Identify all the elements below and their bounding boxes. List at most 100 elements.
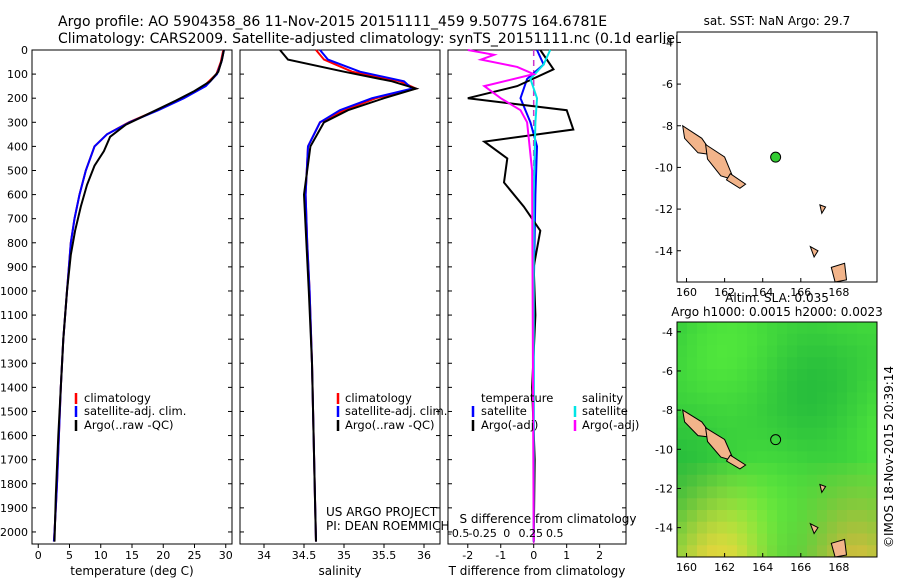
map-xtick-label-4-0: 160 [676, 561, 697, 574]
sla-cell [857, 322, 868, 335]
sla-cell [807, 427, 818, 440]
map-ytick-label-4-3: -10 [655, 443, 673, 456]
map-land [682, 124, 848, 558]
sla-cell [737, 533, 748, 546]
sla-cell [777, 369, 788, 382]
sla-cell [817, 498, 828, 511]
sla-cell [807, 392, 818, 405]
temperature-legend: climatology satellite-adj. clim. Argo(..… [74, 391, 186, 432]
sla-cell [767, 463, 778, 476]
sla-cell [717, 510, 728, 523]
sla-cell [707, 521, 718, 534]
sla-cell [757, 533, 768, 546]
sla-cell [757, 510, 768, 523]
sla-cell [857, 486, 868, 499]
map-ytick-label-3-5: -14 [655, 245, 673, 258]
sla-cell [697, 333, 708, 346]
sla-cell [687, 333, 698, 346]
sla-cell [687, 474, 698, 487]
difference-x-axis: -2 -1 0 1 2 -0.5 -0.25 0 0.25 0.5 [448, 527, 603, 562]
sla-cell [817, 392, 828, 405]
sla-cell [677, 333, 688, 346]
sla-cell [857, 521, 868, 534]
sla-cell [737, 510, 748, 523]
sla-cell [817, 451, 828, 464]
sla-cell [857, 474, 868, 487]
sla-cell [677, 380, 688, 393]
sla-cell [757, 474, 768, 487]
sla-cell [817, 463, 828, 476]
xtick-label-1-3: 35.5 [372, 549, 397, 562]
xtick-top-label-0: -0.5 [448, 527, 469, 540]
difference-panel-frame [447, 49, 627, 545]
sla-map-subtitle: Argo h1000: 0.0015 h2000: 0.0023 [671, 305, 883, 319]
sla-cell [687, 404, 698, 417]
sla-cell [677, 322, 688, 335]
sla-cell [847, 463, 858, 476]
sla-cell [857, 345, 868, 358]
sla-cell [707, 369, 718, 382]
sla-cell [777, 416, 788, 429]
sla-cell [727, 486, 738, 499]
sla-cell [837, 439, 848, 452]
sla-cell [717, 521, 728, 534]
sla-cell [777, 474, 788, 487]
xtick-label-2-2: 0 [530, 549, 537, 562]
sla-cell [817, 380, 828, 393]
depth-tick-label-5: 500 [7, 164, 28, 177]
sla-cell [677, 545, 688, 558]
sla-cell [757, 369, 768, 382]
sla-cell [867, 345, 878, 358]
sla-cell [707, 498, 718, 511]
sla-cell [767, 404, 778, 417]
sla-cell [847, 474, 858, 487]
sla-cell [757, 427, 768, 440]
sla-cell [697, 533, 708, 546]
sla-cell [867, 463, 878, 476]
sla-cell [797, 486, 808, 499]
sla-cell [827, 439, 838, 452]
sla-cell [757, 392, 768, 405]
sla-cell [707, 474, 718, 487]
sla-cell [737, 463, 748, 476]
sla-cell [827, 486, 838, 499]
sla-cell [737, 521, 748, 534]
sla-cell [797, 545, 808, 558]
xtick-label-1-1: 34.5 [292, 549, 317, 562]
sla-cell [777, 333, 788, 346]
sla-cell [727, 404, 738, 417]
sla-cell [867, 545, 878, 558]
sla-cell [717, 486, 728, 499]
sla-cell [767, 427, 778, 440]
sla-cell [717, 392, 728, 405]
salinity-panel-frame [239, 49, 441, 545]
sla-cell [747, 451, 758, 464]
sla-cell [847, 322, 858, 335]
sla-cell [757, 463, 768, 476]
sla-cell [837, 463, 848, 476]
sla-cell [857, 510, 868, 523]
sla-cell [687, 521, 698, 534]
sla-cell [747, 474, 758, 487]
map-xtick-label-3-0: 160 [676, 286, 697, 299]
sla-cell [837, 380, 848, 393]
sla-cell [827, 322, 838, 335]
difference-lines [467, 49, 575, 544]
sla-cell [687, 392, 698, 405]
sla-cell [697, 486, 708, 499]
sla-cell [727, 322, 738, 335]
sla-cell [767, 521, 778, 534]
sla-cell [717, 357, 728, 370]
sla-cell [757, 357, 768, 370]
sla-cell [747, 498, 758, 511]
sla-cell [747, 463, 758, 476]
sla-cell [847, 357, 858, 370]
sla-cell [677, 498, 688, 511]
sla-cell [727, 439, 738, 452]
sla-cell [867, 498, 878, 511]
sla-cell [697, 369, 708, 382]
sla-cell [757, 322, 768, 335]
sla-cell [767, 545, 778, 558]
sla-cell [817, 345, 828, 358]
sla-cell [737, 345, 748, 358]
